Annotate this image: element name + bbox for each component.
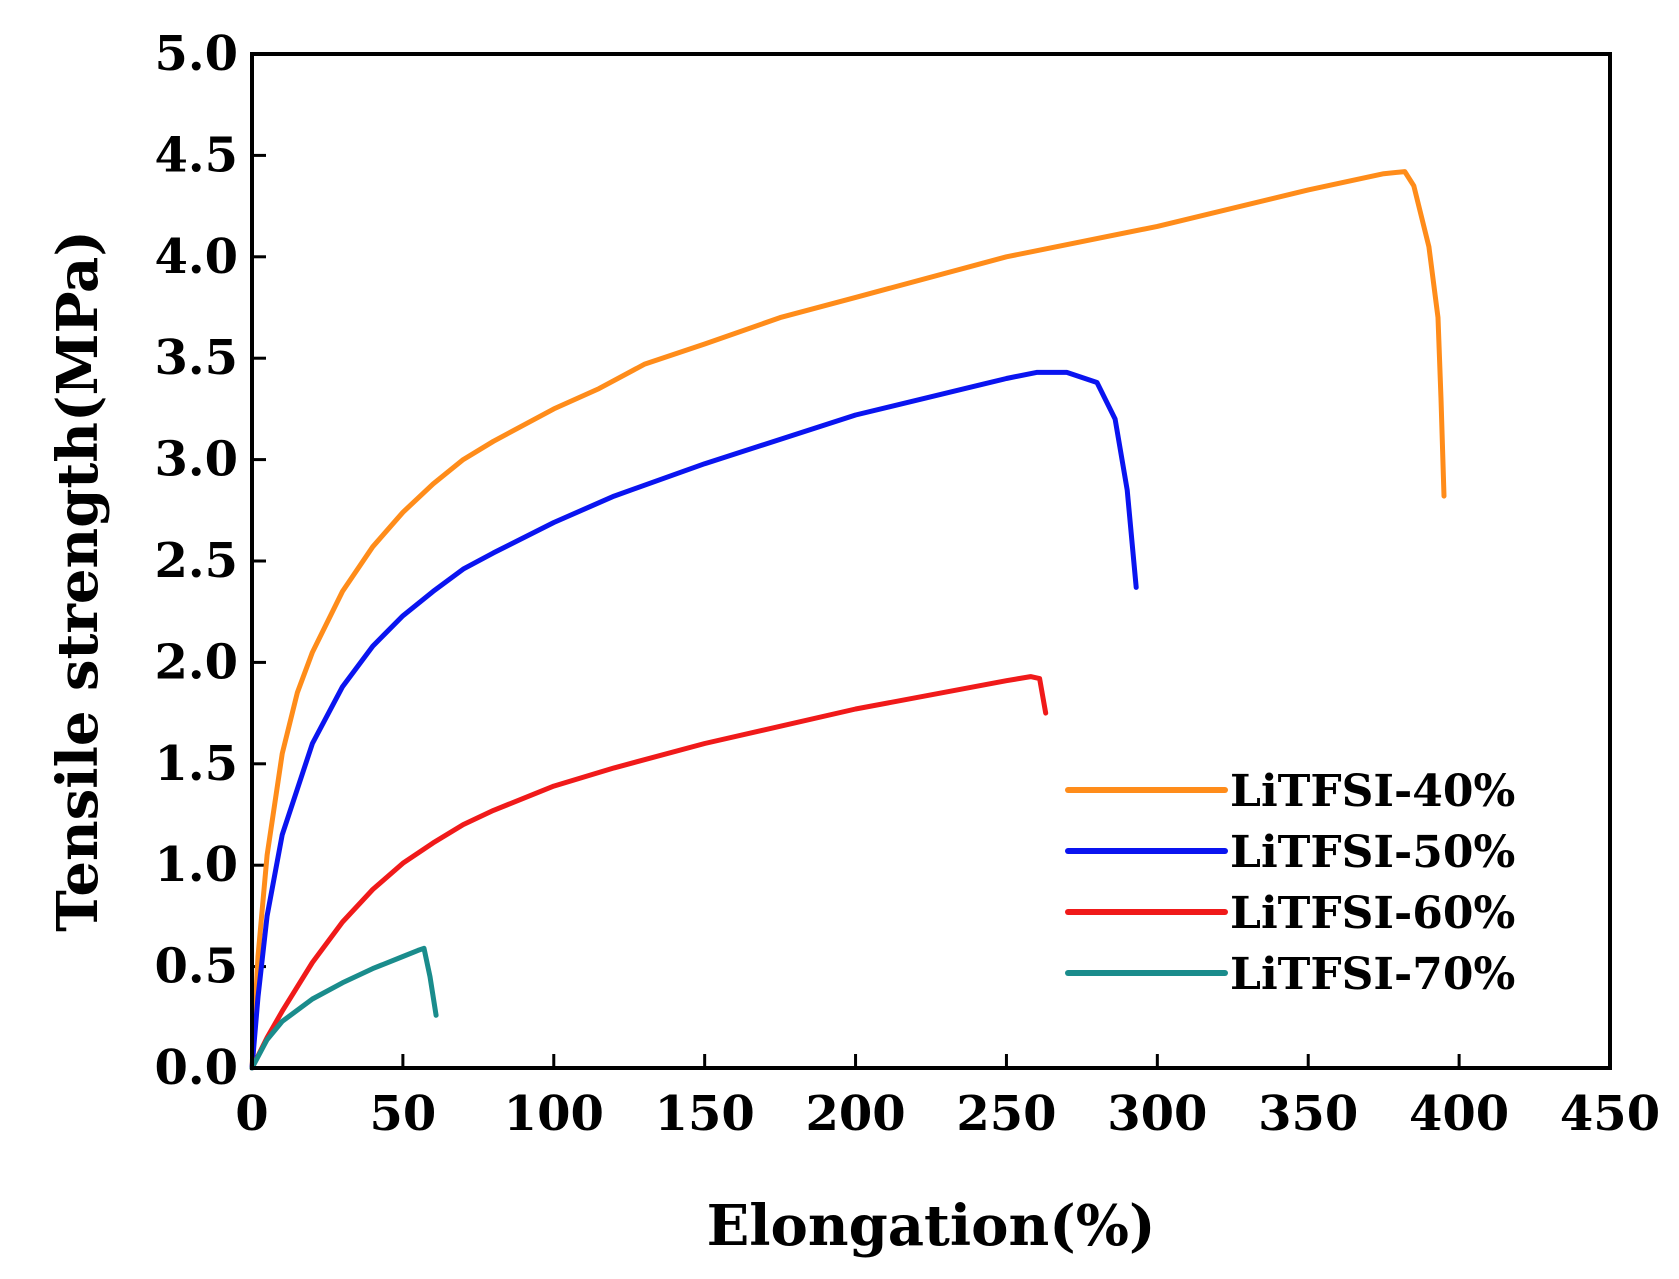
- y-tick-label: 2.0: [154, 634, 238, 690]
- y-axis-title: Tensile strength(MPa): [45, 230, 111, 932]
- legend-label-3: LiTFSI-60%: [1230, 888, 1515, 939]
- series-line-1: [249, 169, 1447, 1071]
- y-tick-label: 3.5: [154, 330, 238, 386]
- x-tick-label: 250: [956, 1086, 1056, 1142]
- series-group: [249, 169, 1447, 1071]
- x-tick-label: 100: [504, 1086, 604, 1142]
- series-line-2: [249, 369, 1139, 1071]
- y-tick-labels: 0.0 0.5 1.0 1.5 2.0 2.5 3.0 3.5 4.0 4.5 5.0: [154, 26, 238, 1096]
- x-tick-label: 200: [805, 1086, 905, 1142]
- y-tick-label: 0.5: [154, 939, 238, 995]
- x-tick-label: 0: [235, 1086, 268, 1142]
- y-tick-label: 0.0: [154, 1040, 238, 1096]
- x-tick-labels: 0 50 100 150 200 250 300 350 400 450: [235, 1086, 1660, 1142]
- y-tick-label: 1.5: [154, 736, 238, 792]
- y-tick-label: 4.5: [154, 127, 238, 183]
- y-tick-label: 4.0: [154, 229, 238, 285]
- plot-frame: [250, 52, 1612, 1070]
- y-tick-label: 5.0: [154, 26, 238, 82]
- legend-label-4: LiTFSI-70%: [1230, 949, 1515, 1000]
- legend-label-2: LiTFSI-50%: [1230, 827, 1515, 878]
- legend: LiTFSI-40% LiTFSI-50% LiTFSI-60% LiTFSI-70%: [1065, 766, 1515, 1000]
- y-tick-label: 1.0: [154, 837, 238, 893]
- series-line-3: [249, 674, 1049, 1071]
- x-tick-label: 450: [1560, 1086, 1660, 1142]
- x-tick-label: 400: [1409, 1086, 1509, 1142]
- x-tick-label: 50: [369, 1086, 436, 1142]
- series-line-4: [249, 945, 439, 1071]
- legend-label-1: LiTFSI-40%: [1230, 766, 1515, 817]
- x-axis-title: Elongation(%): [707, 1193, 1156, 1259]
- x-tick-label: 300: [1107, 1086, 1207, 1142]
- y-tick-label: 3.0: [154, 432, 238, 488]
- x-tick-label: 350: [1258, 1086, 1358, 1142]
- x-tick-label: 150: [655, 1086, 755, 1142]
- y-tick-label: 2.5: [154, 533, 238, 589]
